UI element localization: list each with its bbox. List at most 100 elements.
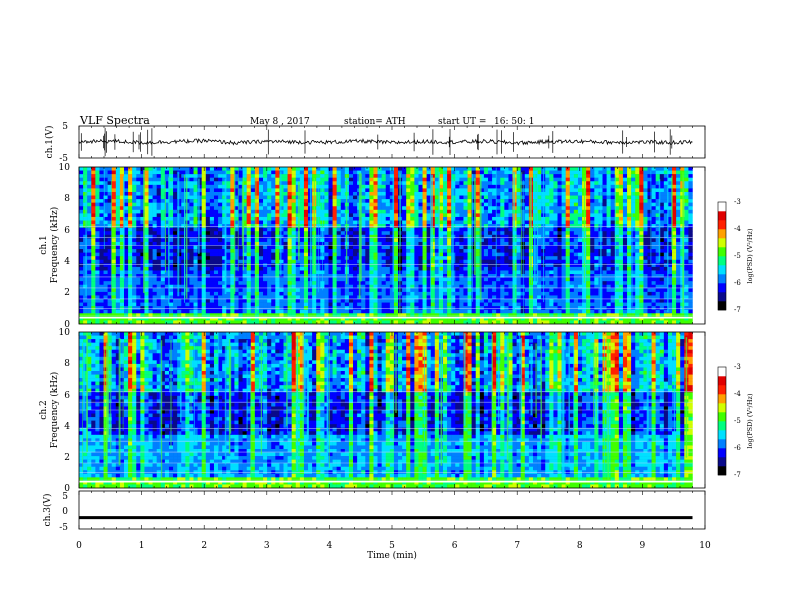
spectrogram-cell <box>618 167 624 171</box>
spectrogram-cell <box>594 199 599 203</box>
spectrogram-cell <box>676 231 681 236</box>
spectrogram-cell <box>643 259 648 264</box>
spectrogram-cell <box>128 188 133 193</box>
spectrogram-cell <box>95 177 100 182</box>
spectrogram-cell <box>132 213 137 218</box>
spectrogram-cell <box>361 245 366 250</box>
spectrogram-cell <box>156 181 162 186</box>
spectrogram-cell <box>438 188 444 193</box>
spectrogram-cell <box>647 274 652 278</box>
spectrogram-cell <box>631 206 636 211</box>
spectrogram-cell <box>471 177 476 182</box>
spectrogram-cell <box>688 231 693 236</box>
spectrogram-cell <box>672 167 677 171</box>
spectrogram-cell <box>577 184 583 189</box>
spectrogram-cell <box>299 206 305 211</box>
spectrogram-cell <box>148 209 153 214</box>
spectrogram-cell <box>672 209 677 214</box>
spectrogram-cell <box>447 209 452 214</box>
spectrogram-cell <box>627 277 632 282</box>
spectrogram-cell <box>291 209 297 214</box>
spectrogram-cell <box>643 238 648 243</box>
spectrogram-cell <box>173 227 178 232</box>
spectrogram-cell <box>672 234 677 239</box>
spectrogram-cell <box>479 174 485 178</box>
spectrogram-cell <box>168 277 174 282</box>
spectrogram-cell <box>83 167 88 171</box>
spectrogram-cell <box>111 238 117 243</box>
spectrogram-cell <box>254 259 260 264</box>
spectrogram-cell <box>659 174 665 178</box>
spectrogram-cell <box>500 191 505 196</box>
spectrogram-cell <box>299 191 305 196</box>
spectrogram-cell <box>549 231 554 236</box>
spectrogram-cell <box>250 188 256 193</box>
spectrogram-cell <box>115 170 121 175</box>
spectrogram-cell <box>500 270 505 275</box>
spectrogram-cell <box>197 216 202 221</box>
spectrogram-cell <box>610 191 616 196</box>
spectrogram-cell <box>193 245 198 250</box>
spectrogram-cell <box>434 181 440 186</box>
spectrogram-cell <box>504 213 509 218</box>
spectrogram-cell <box>99 277 104 282</box>
spectrogram-cell <box>643 224 648 228</box>
spectrogram-cell <box>299 234 305 239</box>
spectrogram-cell <box>610 220 616 225</box>
spectrogram-cell <box>373 195 378 200</box>
spectrogram-cell <box>622 277 628 282</box>
spectrogram-cell <box>496 170 501 175</box>
spectrogram-cell <box>381 263 386 268</box>
spectrogram-cell <box>238 241 243 246</box>
spectrogram-cell <box>418 195 423 200</box>
spectrogram-cell <box>119 213 125 218</box>
spectrogram-cell <box>185 181 190 186</box>
spectrogram-cell <box>577 277 583 282</box>
spectrogram-cell <box>287 202 292 207</box>
spectrogram-cell <box>684 241 689 246</box>
spectrogram-cell <box>500 281 505 285</box>
spectrogram-cell <box>631 181 636 186</box>
date-label: May 8 , 2017 <box>250 117 310 127</box>
spectrogram-cell <box>516 241 521 246</box>
spectrogram-cell <box>561 270 566 275</box>
spectrogram-cell <box>99 209 104 214</box>
spectrogram-cell <box>115 234 121 239</box>
spectrogram-cell <box>447 231 452 236</box>
spectrogram-cell <box>381 277 386 282</box>
spectrogram-cell <box>577 199 583 203</box>
spectrogram-cell <box>487 259 493 264</box>
spectrogram-cell <box>111 252 117 257</box>
spectrogram-cell <box>246 174 252 178</box>
spectrogram-cell <box>263 270 268 275</box>
spectrogram-cell <box>181 281 186 285</box>
spectrogram-cell <box>557 224 562 228</box>
spectrogram-cell <box>373 181 378 186</box>
spectrogram-cell <box>487 241 493 246</box>
spectrogram-cell <box>594 220 599 225</box>
spectrogram-cell <box>189 170 194 175</box>
spectrogram-cell <box>140 170 145 175</box>
spectrogram-cell <box>639 263 644 268</box>
spectrogram-cell <box>573 252 579 257</box>
spectrogram-cell <box>516 277 521 282</box>
spectrogram-cell <box>643 213 648 218</box>
spectrogram-cell <box>254 274 260 278</box>
spectrogram-cell <box>87 241 92 246</box>
spectrogram-cell <box>676 234 681 239</box>
spectrogram-cell <box>418 202 423 207</box>
spectrogram-cell <box>393 199 399 203</box>
spectrogram-cell <box>475 252 481 257</box>
spectrogram-cell <box>148 177 153 182</box>
spectrogram-cell <box>643 220 648 225</box>
spectrogram-cell <box>177 263 182 268</box>
spectrogram-cell <box>680 220 685 225</box>
spectrogram-cell <box>148 199 153 203</box>
spectrogram-cell <box>267 184 272 189</box>
spectrogram-cell <box>287 252 292 257</box>
spectrogram-cell <box>263 213 268 218</box>
spectrogram-cell <box>651 256 656 261</box>
spectrogram-cell <box>152 234 157 239</box>
spectrogram-cell <box>553 188 558 193</box>
spectrogram-cell <box>275 252 280 257</box>
